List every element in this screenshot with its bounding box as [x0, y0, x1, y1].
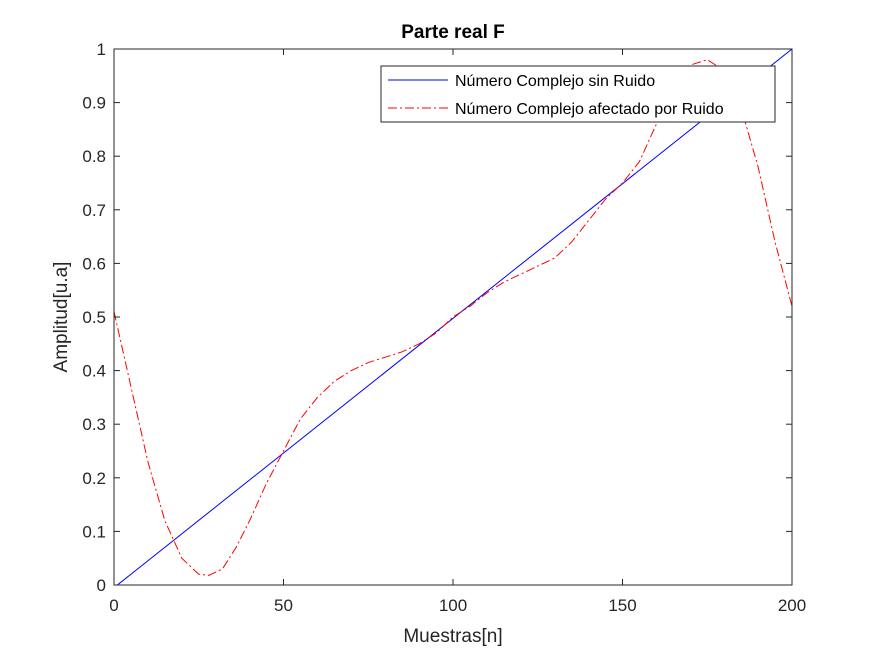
- series-layer: [113, 48, 793, 586]
- y-tick-label: 1: [97, 40, 106, 59]
- x-tick-label: 150: [608, 596, 636, 615]
- series-line-sin-ruido: [117, 48, 793, 586]
- y-tick-label: 0.7: [82, 201, 106, 220]
- y-tick-label: 0.3: [82, 415, 106, 434]
- y-tick-label: 0.9: [82, 94, 106, 113]
- legend-label-con-ruido: Número Complejo afectado por Ruido: [455, 101, 724, 118]
- legend: Número Complejo sin Ruido Número Complej…: [380, 65, 776, 123]
- y-tick-label: 0.2: [82, 469, 106, 488]
- y-tick-label: 0: [97, 576, 106, 595]
- y-tick-label: 0.5: [82, 308, 106, 327]
- y-axis-title: Amplitud[u.a]: [51, 262, 72, 373]
- chart-title: Parte real F: [401, 22, 505, 43]
- legend-label-sin-ruido: Número Complejo sin Ruido: [455, 73, 655, 90]
- series-line-con-ruido: [113, 59, 793, 576]
- x-axis-title: Muestras[n]: [403, 626, 502, 647]
- x-tick-label: 100: [439, 596, 467, 615]
- y-tick-label: 0.6: [82, 254, 106, 273]
- x-tick-label: 0: [109, 596, 118, 615]
- legend-box: [380, 65, 776, 123]
- y-tick-label: 0.4: [82, 362, 106, 381]
- y-tick-label: 0.1: [82, 522, 106, 541]
- ticks-layer: 0 50 100 150 200 0 0.1 0.2 0.3 0.4 0.5 0.6 0.7 0.8 0.9…: [82, 40, 806, 615]
- x-tick-label: 200: [778, 596, 806, 615]
- y-tick-label: 0.8: [82, 147, 106, 166]
- x-tick-label: 50: [274, 596, 293, 615]
